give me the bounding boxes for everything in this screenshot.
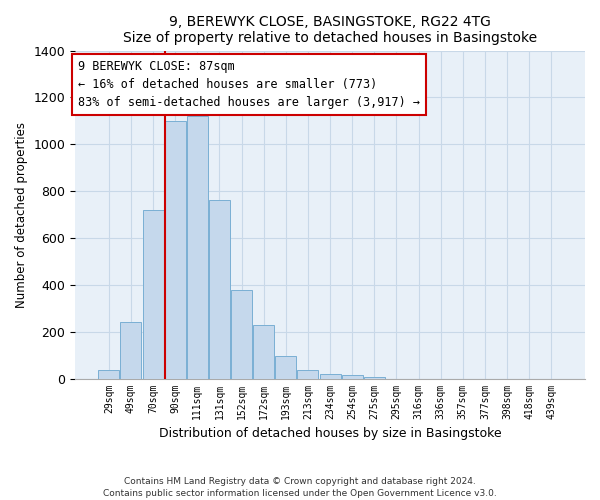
Text: Contains HM Land Registry data © Crown copyright and database right 2024.
Contai: Contains HM Land Registry data © Crown c… bbox=[103, 476, 497, 498]
Bar bbox=[143, 210, 164, 378]
Bar bbox=[209, 200, 230, 378]
Title: 9, BEREWYK CLOSE, BASINGSTOKE, RG22 4TG
Size of property relative to detached ho: 9, BEREWYK CLOSE, BASINGSTOKE, RG22 4TG … bbox=[123, 15, 537, 45]
Text: 9 BEREWYK CLOSE: 87sqm
← 16% of detached houses are smaller (773)
83% of semi-de: 9 BEREWYK CLOSE: 87sqm ← 16% of detached… bbox=[78, 60, 420, 110]
Bar bbox=[275, 356, 296, 378]
Bar bbox=[298, 370, 319, 378]
Bar bbox=[121, 322, 142, 378]
Bar bbox=[187, 116, 208, 378]
Bar bbox=[253, 324, 274, 378]
Bar bbox=[320, 374, 341, 378]
Bar bbox=[341, 375, 363, 378]
X-axis label: Distribution of detached houses by size in Basingstoke: Distribution of detached houses by size … bbox=[159, 427, 502, 440]
Y-axis label: Number of detached properties: Number of detached properties bbox=[15, 122, 28, 308]
Bar bbox=[231, 290, 252, 378]
Bar bbox=[98, 370, 119, 378]
Bar bbox=[164, 121, 186, 378]
